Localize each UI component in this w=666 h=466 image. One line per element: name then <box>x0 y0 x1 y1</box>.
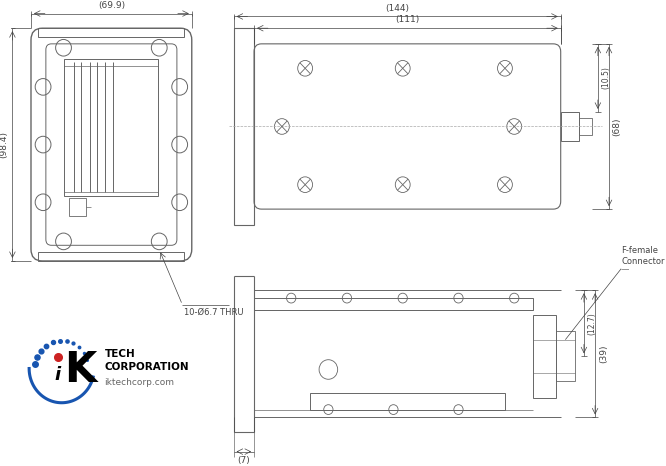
Text: (39): (39) <box>599 344 608 363</box>
Text: 10-Ø6.7 THRU: 10-Ø6.7 THRU <box>184 308 244 317</box>
Text: iktechcorp.com: iktechcorp.com <box>105 378 174 387</box>
Text: K: K <box>64 350 97 391</box>
Bar <box>310 393 505 410</box>
Text: (7): (7) <box>238 456 250 465</box>
Text: (68): (68) <box>613 117 622 136</box>
Text: F-female
Connector: F-female Connector <box>621 247 665 266</box>
Text: (12.7): (12.7) <box>587 312 597 335</box>
Bar <box>65 59 159 196</box>
Bar <box>579 118 592 135</box>
Text: (111): (111) <box>395 15 420 24</box>
Bar <box>561 112 579 141</box>
Text: (144): (144) <box>385 4 409 13</box>
Bar <box>39 28 184 37</box>
Text: (98.4): (98.4) <box>0 131 9 158</box>
Bar <box>254 298 533 310</box>
Text: i: i <box>55 366 61 384</box>
Text: (10.5): (10.5) <box>601 66 611 89</box>
Bar <box>234 28 254 225</box>
Text: (69.9): (69.9) <box>98 0 125 10</box>
Bar <box>556 331 575 381</box>
Text: TECH
CORPORATION: TECH CORPORATION <box>105 350 189 372</box>
Bar <box>69 199 86 216</box>
Bar <box>533 315 556 398</box>
Bar <box>39 252 184 261</box>
